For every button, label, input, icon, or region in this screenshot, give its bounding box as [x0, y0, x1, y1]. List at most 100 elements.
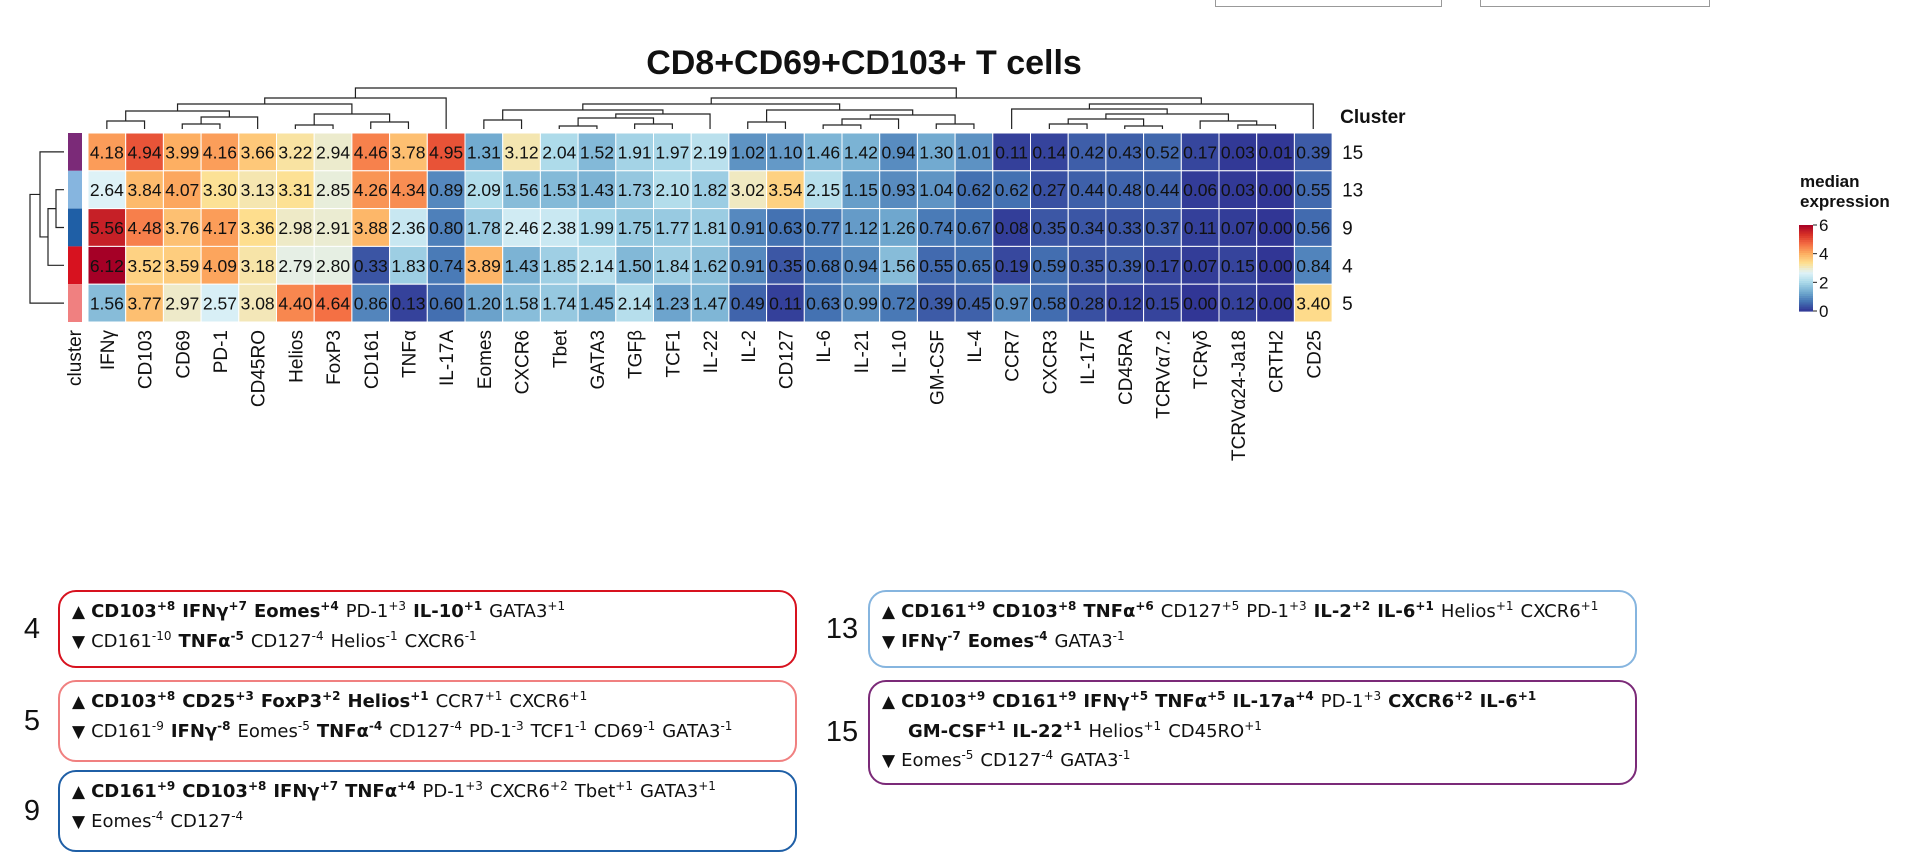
summary-box: ▲ CD103+8 IFNγ+7 Eomes+4 PD-1+3 IL-10+1 GATA3+…: [58, 590, 797, 668]
marker-term: CD161-10: [91, 628, 172, 652]
column-label: IL-21: [852, 330, 873, 373]
column-dendrogram-branch: [582, 103, 841, 110]
marker-term: TNFα-5: [178, 628, 244, 652]
heatmap-cell: [539, 245, 579, 285]
marker-fold-change: -5: [297, 718, 310, 733]
marker-fold-change: -10: [151, 628, 172, 643]
heatmap-cell: [728, 208, 768, 247]
cell-value-label: 1.99: [580, 218, 614, 238]
heatmap-cell: [577, 245, 617, 285]
colorbar-segment: [1799, 246, 1813, 250]
heatmap-cell: [313, 245, 353, 285]
marker-term: CD161+9: [992, 689, 1076, 712]
column-label: GM-CSF: [927, 330, 948, 405]
marker-fold-change: +7: [319, 779, 339, 793]
cell-value-label: 3.36: [241, 218, 275, 238]
marker-term: CD127-4: [170, 809, 243, 832]
colorbar-segment: [1799, 265, 1813, 269]
marker-fold-change: -5: [230, 628, 244, 643]
cell-value-label: 0.59: [1032, 256, 1066, 276]
cell-value-label: 3.99: [165, 142, 199, 162]
heatmap-cell: [238, 132, 278, 172]
cell-value-label: 0.60: [429, 294, 463, 314]
marker-fold-change: +3: [465, 779, 483, 793]
heatmap-cell: [1293, 208, 1333, 247]
column-label: CD45RA: [1116, 330, 1137, 405]
marker-term: TNFα+5: [1155, 689, 1225, 712]
marker-fold-change: -4: [1041, 748, 1054, 763]
heatmap-figure: CD8+CD69+CD103+ T cells 4.18 4.94 3.99 4.16 3…: [29, 0, 1890, 461]
cell-value-label: 2.80: [316, 256, 350, 276]
heatmap-cell: [313, 170, 353, 210]
cell-value-label: 1.12: [844, 218, 878, 238]
marker-term: Tbet+1: [575, 779, 633, 802]
cell-value-label: 2.15: [806, 180, 840, 200]
heatmap-cell: [690, 132, 730, 172]
heatmap-cell: [690, 170, 730, 210]
summary-cluster-number: 13: [825, 612, 859, 645]
column-label: CD103: [136, 330, 157, 389]
cell-value-label: 3.13: [241, 180, 275, 200]
heatmap-cell: [916, 283, 956, 323]
marker-name: IFNγ: [273, 781, 320, 802]
colorbar-segment: [1799, 233, 1813, 237]
marker-name: CD127: [1160, 601, 1222, 622]
cell-value-label: 0.33: [1108, 218, 1142, 238]
marker-term: IL-17a+4: [1233, 689, 1314, 712]
marker-fold-change: -1: [1118, 748, 1131, 763]
cell-value-label: 0.00: [1183, 294, 1217, 314]
marker-fold-change: +3: [235, 689, 254, 703]
marker-name: GATA3: [1060, 750, 1119, 772]
marker-fold-change: +1: [986, 718, 1006, 733]
column-label: CD161: [362, 330, 383, 389]
marker-term: CXCR6+2: [489, 779, 568, 802]
marker-term: Eomes-4: [968, 629, 1048, 652]
marker-fold-change: +1: [698, 779, 716, 793]
column-label: IL-4: [965, 330, 986, 363]
heatmap-cell: [615, 283, 654, 323]
marker-fold-change: +8: [156, 599, 176, 613]
marker-term: Eomes-4: [91, 809, 163, 832]
cell-value-label: 1.04: [919, 180, 953, 200]
marker-name: IL-2: [1313, 601, 1352, 622]
marker-name: CD161: [91, 720, 152, 742]
colorbar-title: median: [1800, 172, 1860, 191]
cell-value-label: 2.94: [316, 142, 350, 162]
summary-cluster-number: 15: [825, 716, 859, 748]
colorbar-segment: [1799, 225, 1813, 228]
cell-value-label: 4.26: [354, 180, 388, 200]
cell-value-label: 0.33: [354, 256, 388, 276]
heatmap-cell: [1256, 245, 1295, 285]
summary-line: ▼ Eomes-5 CD127-4 GATA3-1: [882, 746, 1623, 776]
heatmap-cell: [1067, 132, 1107, 172]
cell-value-label: 0.43: [1108, 142, 1142, 162]
row-cluster-label: 5: [1342, 294, 1353, 315]
down-arrow-icon: ▼: [882, 631, 896, 652]
cell-value-label: 1.46: [806, 142, 840, 162]
heatmap-cell: [766, 283, 805, 323]
colorbar-segment: [1799, 229, 1813, 233]
cell-value-label: 0.11: [769, 294, 802, 314]
cell-value-label: 0.01: [1259, 142, 1293, 162]
heatmap-cell: [238, 283, 278, 323]
cell-value-label: 0.39: [1296, 142, 1330, 162]
cell-value-label: 3.78: [391, 142, 425, 162]
column-label: IL-6: [814, 330, 835, 363]
cell-value-label: 2.98: [278, 218, 312, 238]
heatmap-cell: [1218, 132, 1258, 172]
colorbar-segment: [1799, 304, 1813, 308]
marker-fold-change: +4: [397, 779, 416, 793]
marker-name: Eomes: [901, 750, 962, 772]
cell-value-label: 1.43: [505, 256, 539, 276]
marker-name: Helios: [330, 630, 386, 652]
heatmap-cell: [841, 170, 881, 210]
column-label: IL-17F: [1078, 330, 1099, 385]
column-label: TCF1: [663, 330, 684, 378]
marker-name: CXCR6: [489, 781, 551, 802]
marker-term: GM-CSF+1: [908, 718, 1006, 742]
marker-fold-change: +9: [156, 779, 176, 793]
cell-value-label: 0.06: [1183, 180, 1217, 200]
heatmap-cell: [1218, 208, 1258, 247]
cell-value-label: 1.56: [90, 294, 124, 314]
marker-name: CD103: [91, 691, 157, 712]
